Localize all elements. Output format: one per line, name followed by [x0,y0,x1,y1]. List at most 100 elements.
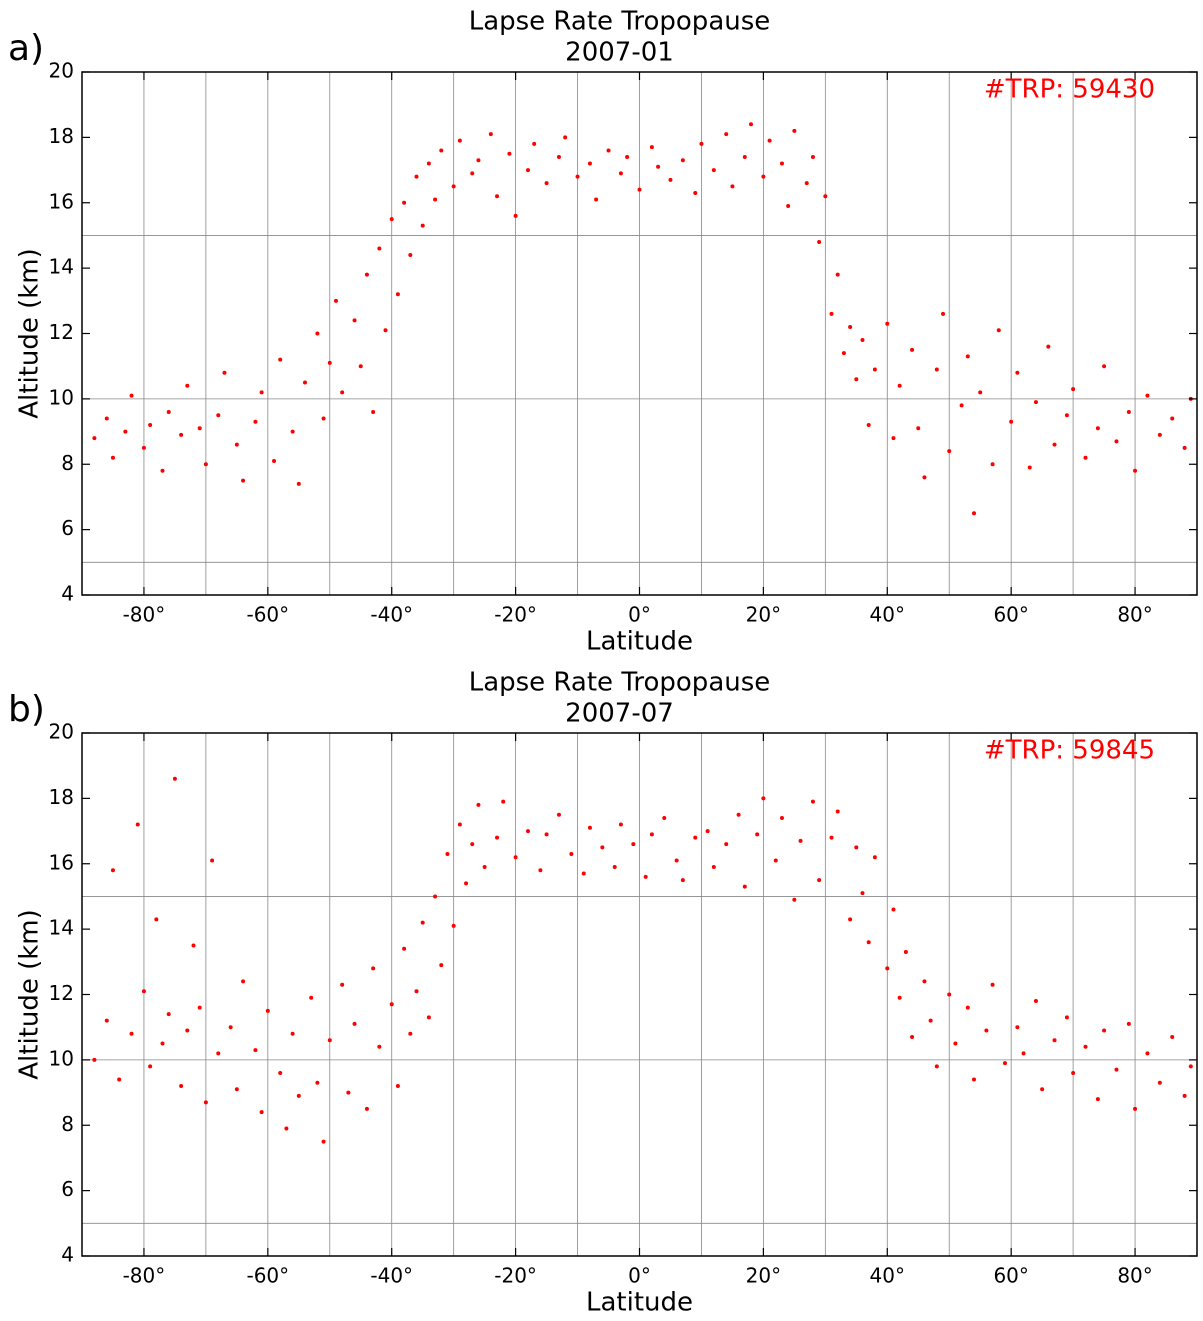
data-point [742,154,747,159]
data-point [848,324,853,329]
data-point [476,158,481,163]
data-point [649,145,654,150]
data-point [798,838,803,843]
data-point [1009,419,1014,424]
data-point [185,383,190,388]
data-point [371,966,376,971]
data-point [1083,455,1088,460]
data-point [538,868,543,873]
data-point [649,832,654,837]
y-tick-label: 8 [61,451,74,475]
x-tick-label: -60° [246,603,289,627]
data-point [457,822,462,827]
data-point [135,822,140,827]
data-point [501,799,506,804]
data-point [383,328,388,333]
data-point [674,858,679,863]
data-point [965,1005,970,1010]
data-point [333,298,338,303]
data-point [104,416,109,421]
data-point [1052,442,1057,447]
data-point [643,874,648,879]
data-point [352,1021,357,1026]
data-point [364,1106,369,1111]
data-point [897,995,902,1000]
data-point [996,328,1001,333]
data-point [606,148,611,153]
data-point [656,164,661,169]
data-point [123,429,128,434]
y-tick-label: 10 [49,1046,74,1070]
data-point [587,825,592,830]
y-tick-label: 12 [49,981,74,1005]
data-point [1182,1093,1187,1098]
data-point [891,436,896,441]
data-point [340,982,345,987]
data-point [817,878,822,883]
data-point [792,128,797,133]
x-tick-label: 0° [628,603,651,627]
data-point [451,184,456,189]
data-point [426,161,431,166]
data-point [903,950,908,955]
data-point [315,1080,320,1085]
data-point [160,1041,165,1046]
data-point [259,1110,264,1115]
data-point [488,132,493,137]
data-point [711,168,716,173]
data-point [1033,400,1038,405]
data-point [872,855,877,860]
data-point [1157,432,1162,437]
data-point [544,181,549,186]
data-point [216,1051,221,1056]
data-point [296,481,301,486]
y-tick-label: 8 [61,1112,74,1136]
data-point [166,1012,171,1017]
data-point [587,161,592,166]
data-point [265,1008,270,1013]
data-point [197,1005,202,1010]
data-point [779,161,784,166]
data-point [414,989,419,994]
y-tick-label: 10 [49,385,74,409]
data-point [179,432,184,437]
data-point [402,200,407,205]
data-point [513,213,518,218]
data-point [1021,1051,1026,1056]
data-point [984,1028,989,1033]
data-point [290,429,295,434]
data-point [556,154,561,159]
data-point [1114,439,1119,444]
data-point [972,511,976,516]
data-point [426,1015,431,1020]
data-point [761,796,766,801]
data-point [148,423,153,428]
data-point [860,338,865,343]
data-point [185,1028,190,1033]
data-point [234,442,239,447]
data-point [990,462,995,467]
data-point [526,829,530,834]
data-point [389,217,394,222]
data-point [631,842,636,847]
data-point [959,403,964,408]
x-tick-label: 0° [628,1264,651,1288]
data-point [296,1093,301,1098]
data-point [724,842,729,847]
data-point [470,171,475,176]
data-point [1064,1015,1069,1020]
data-point [141,445,146,450]
data-point [1002,1061,1007,1066]
y-tick-label: 20 [49,59,74,83]
data-point [451,923,456,928]
x-tick-label: -80° [123,1264,166,1288]
data-point [1102,1028,1107,1033]
data-point [693,835,698,840]
annotation: #TRP: 59430 [984,75,1155,105]
data-point [172,776,177,781]
data-point [92,436,97,441]
data-point [705,829,710,834]
data-point [841,351,846,356]
data-point [117,1077,122,1082]
data-point [321,1139,326,1144]
